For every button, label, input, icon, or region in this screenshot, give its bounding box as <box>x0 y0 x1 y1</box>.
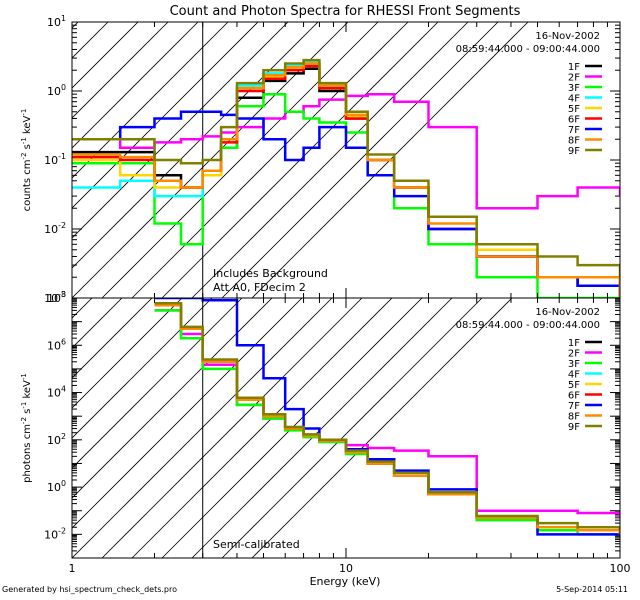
series-line-2F <box>154 309 620 518</box>
y-tick-label: 101 <box>47 14 66 29</box>
hatch-line <box>131 298 393 558</box>
hatch-line <box>72 298 213 439</box>
hatch-line <box>72 22 289 239</box>
hatch-line <box>0 0 72 298</box>
legend-label: 9F <box>568 422 580 433</box>
hatch-line <box>221 298 483 558</box>
hatch-line <box>72 22 229 179</box>
series-line-9F <box>72 58 620 278</box>
y-tick-label: 106 <box>47 337 66 352</box>
hatch-line <box>72 22 199 149</box>
hatched-region-photon <box>0 258 513 558</box>
legend-count: 16-Nov-2002 08:59:44.000 - 09:00:44.000 1F… <box>456 31 602 157</box>
legend-label: 3F <box>568 83 580 94</box>
series-line-5F <box>154 303 620 535</box>
series-group-count <box>72 58 620 298</box>
legend-label: 6F <box>568 391 580 402</box>
y-axis-label-photon: photons cm-2 s-1 keV-1 <box>20 373 33 483</box>
series-line-3F <box>72 92 620 298</box>
hatch-line <box>101 22 379 298</box>
legend-label: 4F <box>568 94 580 105</box>
hatch-line <box>161 298 423 558</box>
series-line-1F <box>154 303 620 535</box>
hatch-line <box>72 298 243 469</box>
y-tick-label: 10-2 <box>44 221 66 236</box>
date-label: 16-Nov-2002 <box>535 307 600 318</box>
hatch-line <box>251 22 529 298</box>
hatch-line <box>72 22 139 89</box>
hatch-line <box>72 298 273 499</box>
hatch-line <box>251 298 513 558</box>
hatch-line <box>72 298 153 379</box>
legend-label: 8F <box>568 412 580 423</box>
hatch-line <box>72 22 109 59</box>
legend-label: 2F <box>568 349 580 360</box>
y-tick-label: 10-2 <box>44 526 66 541</box>
legend-label: 2F <box>568 73 580 84</box>
series-line-2F <box>72 92 620 210</box>
y-tick-label: 104 <box>47 385 66 400</box>
hatch-line <box>191 298 453 558</box>
series-line-9F <box>154 301 620 531</box>
hatch-line <box>101 298 363 558</box>
legend-label: 5F <box>568 104 580 115</box>
time-range-label: 08:59:44.000 - 09:00:44.000 <box>456 320 600 331</box>
hatch-line <box>221 22 499 298</box>
x-tick-label: 100 <box>610 562 631 575</box>
hatch-line <box>72 298 303 529</box>
hatch-line <box>72 298 123 349</box>
date-label: 16-Nov-2002 <box>535 31 600 42</box>
hatch-line <box>72 22 319 269</box>
y-axis-label-count: counts cm-2 s-1 keV-1 <box>20 109 33 212</box>
x-axis: 1 10 100 <box>69 562 631 575</box>
y-tick-label: 10-3 <box>44 290 66 305</box>
series-line-8F <box>154 303 620 535</box>
x-tick-label: 1 <box>69 562 76 575</box>
hatch-line <box>72 298 333 558</box>
y-tick-label: 100 <box>47 83 66 98</box>
series-group-photon <box>154 298 620 536</box>
series-line-7F <box>154 298 620 536</box>
annotation-count: Includes Background <box>213 267 328 280</box>
annotation-photon: Semi-calibrated <box>213 538 300 551</box>
legend-label: 1F <box>568 338 580 349</box>
y-tick-label: 108 <box>47 290 66 305</box>
legend-label: 7F <box>568 401 580 412</box>
legend-label: 6F <box>568 115 580 126</box>
hatch-line <box>72 22 169 119</box>
footer-generated-by: Generated by hsi_spectrum_check_dets.pro <box>2 585 178 594</box>
hatch-line <box>191 22 469 298</box>
count-spectrum-panel: 101 100 10-1 10-2 10-3 counts cm-2 s-1 keV-1 1… <box>0 0 621 305</box>
legend-label: 5F <box>568 380 580 391</box>
photon-spectrum-panel: 108 106 104 102 100 10-2 photons cm-2 s-1 keV-… <box>0 258 621 559</box>
time-range-label: 08:59:44.000 - 09:00:44.000 <box>456 44 600 55</box>
series-line-6F <box>154 303 620 535</box>
legend-label: 7F <box>568 125 580 136</box>
hatch-line <box>72 298 183 409</box>
annotation-count-2: Att A0, FDecim 2 <box>213 281 306 294</box>
chart-title: Count and Photon Spectra for RHESSI Fron… <box>170 4 521 19</box>
y-tick-label: 100 <box>47 479 66 494</box>
footer-timestamp: 5-Sep-2014 05:11 <box>556 585 628 594</box>
hatch-line <box>72 298 93 319</box>
y-tick-label: 102 <box>47 432 66 447</box>
x-tick-label: 10 <box>339 562 353 575</box>
legend-label: 4F <box>568 370 580 381</box>
series-line-4F <box>154 303 620 535</box>
y-tick-label: 10-1 <box>44 152 66 167</box>
x-axis-label: Energy (keV) <box>310 575 381 588</box>
legend-label: 8F <box>568 136 580 147</box>
hatch-line <box>131 22 409 298</box>
hatch-line <box>0 258 72 558</box>
legend-label: 1F <box>568 62 580 73</box>
legend-label: 3F <box>568 359 580 370</box>
legend-photon: 16-Nov-2002 08:59:44.000 - 09:00:44.000 1F… <box>456 307 602 433</box>
legend-label: 9F <box>568 146 580 157</box>
